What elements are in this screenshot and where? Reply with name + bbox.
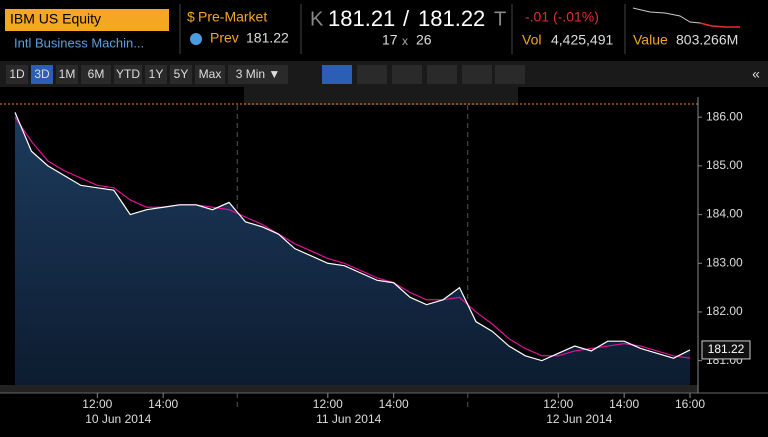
range-label: 6M bbox=[88, 67, 105, 81]
range-label: YTD bbox=[116, 67, 140, 81]
x-tick-label: 16:00 bbox=[675, 397, 705, 411]
y-tick-label: 184.00 bbox=[706, 207, 743, 221]
range-button[interactable] bbox=[6, 65, 28, 84]
bid-size: 17 bbox=[382, 32, 398, 48]
range-button[interactable] bbox=[81, 65, 111, 84]
range-button[interactable] bbox=[114, 65, 142, 84]
prev-value: 181.22 bbox=[246, 30, 289, 46]
currency: $ bbox=[187, 9, 195, 25]
ask-size: 26 bbox=[416, 32, 432, 48]
y-tick-label: 183.00 bbox=[706, 255, 743, 269]
last-price-label: 181.22 bbox=[708, 342, 745, 356]
date-label: 12 Jun 2014 bbox=[546, 412, 612, 426]
plot: 181.00182.00183.00184.00185.00186.0012:0… bbox=[0, 97, 768, 426]
x-tick-label: 14:00 bbox=[148, 397, 178, 411]
range-label: 5Y bbox=[174, 67, 189, 81]
range-label: 1M bbox=[59, 67, 76, 81]
collapse[interactable]: « bbox=[752, 66, 760, 82]
interval-button[interactable] bbox=[228, 65, 288, 84]
bid-ask-sep: / bbox=[403, 6, 410, 31]
x-tick-label: 14:00 bbox=[379, 397, 409, 411]
vol: 4,425,491 bbox=[551, 32, 613, 48]
value: 803.266M bbox=[676, 32, 738, 48]
size-sep: x bbox=[402, 34, 408, 48]
session: Pre-Market bbox=[198, 9, 267, 25]
prev-icon bbox=[190, 33, 202, 45]
chart-style-button[interactable] bbox=[495, 65, 525, 84]
average-line bbox=[14, 116, 691, 359]
axis-band bbox=[0, 385, 698, 393]
chart-style-button[interactable] bbox=[462, 65, 492, 84]
range-label: 1D bbox=[9, 67, 25, 81]
ask: 181.22 bbox=[418, 6, 485, 31]
x-tick-label: 12:00 bbox=[82, 397, 112, 411]
range-label: Max bbox=[199, 67, 222, 81]
range-button[interactable] bbox=[31, 65, 53, 84]
prev-label: Prev bbox=[210, 30, 239, 46]
tools-bar bbox=[244, 87, 518, 105]
ask-suffix: T bbox=[494, 8, 506, 30]
date-label: 11 Jun 2014 bbox=[316, 412, 381, 426]
chart-style-button[interactable] bbox=[427, 65, 457, 84]
company-name: Intl Business Machin... bbox=[14, 35, 144, 50]
range-label: 3D bbox=[34, 67, 50, 81]
range-button[interactable] bbox=[170, 65, 192, 84]
price-area bbox=[15, 112, 690, 385]
interval-label: 3 Min ▼ bbox=[236, 67, 281, 81]
value-label: Value bbox=[633, 32, 668, 48]
last-price-box bbox=[701, 340, 751, 360]
x-tick-label: 12:00 bbox=[543, 397, 573, 411]
ticker: IBM US Equity bbox=[10, 11, 101, 27]
date-label: 10 Jun 2014 bbox=[85, 412, 151, 426]
change: -.01 (-.01%) bbox=[525, 9, 599, 25]
sparkline-down bbox=[699, 22, 740, 28]
chart-style-button[interactable] bbox=[322, 65, 352, 84]
x-tick-label: 12:00 bbox=[313, 397, 343, 411]
bid: 181.21 bbox=[328, 6, 395, 31]
vol-label: Vol bbox=[522, 32, 541, 48]
y-tick-label: 186.00 bbox=[706, 109, 743, 123]
range-button[interactable] bbox=[145, 65, 167, 84]
ticker-box[interactable] bbox=[5, 9, 169, 31]
price-line bbox=[14, 112, 691, 362]
range-button[interactable] bbox=[56, 65, 78, 84]
chart-style-button[interactable] bbox=[357, 65, 387, 84]
y-tick-label: 185.00 bbox=[706, 158, 743, 172]
range-button[interactable] bbox=[195, 65, 225, 84]
x-tick-label: 14:00 bbox=[609, 397, 639, 411]
chart-style-button[interactable] bbox=[392, 65, 422, 84]
y-tick-label: 182.00 bbox=[706, 304, 743, 318]
range-label: 1Y bbox=[149, 67, 164, 81]
bid-prefix: K bbox=[310, 8, 324, 30]
